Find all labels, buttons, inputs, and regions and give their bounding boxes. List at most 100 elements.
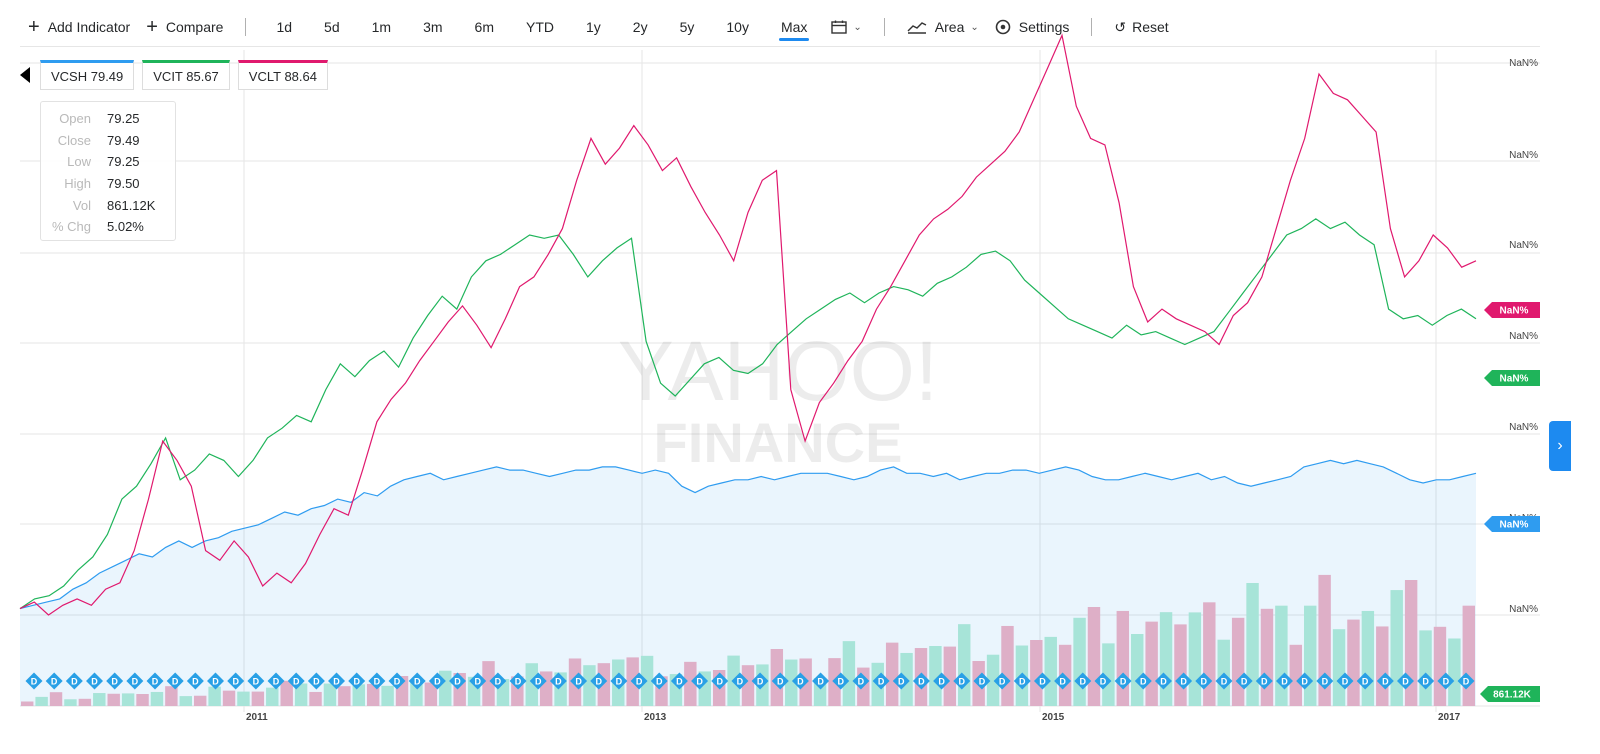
add-indicator-button[interactable]: + Add Indicator [20,9,138,45]
dividend-marker-label: D [31,677,38,687]
dividend-marker[interactable] [912,672,930,690]
dividend-marker[interactable] [549,672,567,690]
volume-bar [309,691,322,706]
range-button-5y[interactable]: 5y [679,19,695,35]
dividend-marker[interactable] [812,672,830,690]
collapse-legend-icon[interactable] [20,67,30,83]
y-tick-label: NaN% [1509,422,1538,433]
dividend-marker[interactable] [1215,672,1233,690]
y-tick-label: NaN% [1509,58,1538,69]
series-line-vclt[interactable] [19,33,1477,616]
dividend-marker[interactable] [973,672,991,690]
ohlc-panel: Open 79.25 Close 79.49 Low 79.25 High 79.50 Vol 8… [40,101,176,241]
dividend-marker[interactable] [1457,672,1475,690]
dividend-marker[interactable] [408,672,426,690]
area-chart-icon [907,22,927,34]
range-button-max[interactable]: Max [765,9,823,45]
volume-bar [121,693,135,706]
dividend-marker[interactable] [892,672,910,690]
dividend-marker[interactable] [590,672,608,690]
range-button-6m[interactable]: 6m [474,19,494,35]
volume-bar [1289,644,1303,706]
dividend-marker-label: D [696,677,703,687]
dividend-marker[interactable] [872,672,890,690]
dividend-marker[interactable] [610,672,628,690]
dividend-marker[interactable] [529,672,547,690]
range-button-3m[interactable]: 3m [423,19,443,35]
compare-button[interactable]: + Compare [138,9,231,45]
range-button-1m[interactable]: 1m [371,19,392,35]
expand-panel-button[interactable]: › [1549,421,1571,471]
y-tick-label: NaN% [1509,604,1538,615]
x-tick-label: 2013 [644,712,667,723]
dividend-marker[interactable] [1316,672,1334,690]
volume-bar [1419,630,1432,706]
reset-button[interactable]: ↺ Reset [1106,9,1176,45]
volume-bar [1332,629,1346,706]
dividend-marker[interactable] [1033,672,1051,690]
dividend-marker[interactable] [852,672,870,690]
dividend-marker[interactable] [670,672,688,690]
legend-chip[interactable]: VCIT 85.67 [142,60,230,90]
dividend-marker[interactable] [630,672,648,690]
dividend-marker-label: D [575,677,582,687]
volume-bar [381,685,394,706]
dividend-marker-label: D [1100,677,1107,687]
dividend-marker[interactable] [247,672,265,690]
dividend-marker[interactable] [368,672,386,690]
dividend-marker[interactable] [449,672,467,690]
dividend-marker[interactable] [1255,672,1273,690]
dividend-marker[interactable] [509,672,527,690]
volume-bar [842,641,856,706]
series-line-vcsh[interactable] [19,459,1477,610]
volume-bar [78,698,92,706]
volume-bar [208,686,221,706]
ohlc-label: Close [57,132,91,148]
dividend-marker[interactable] [1336,672,1354,690]
ohlc-label: Open [59,111,91,127]
dividend-marker[interactable] [1134,672,1152,690]
series-line-vcit[interactable] [19,218,1477,610]
dividend-marker[interactable] [953,672,971,690]
dividend-marker[interactable] [1275,672,1293,690]
dividend-marker-label: D [1301,677,1308,687]
dividend-marker[interactable] [328,672,346,690]
dividend-marker-label: D [1221,677,1228,687]
range-button-1y[interactable]: 1y [585,19,601,35]
range-button-ytd[interactable]: YTD [525,19,554,35]
dividend-marker[interactable] [1376,672,1394,690]
dividend-marker-label: D [1241,677,1248,687]
volume-bar [583,665,596,706]
chart-type-button[interactable]: Area ⌄ [899,9,987,45]
y-tick-label: NaN% [1509,150,1538,161]
range-button-2y[interactable]: 2y [632,19,648,35]
dividend-marker[interactable] [1195,672,1213,690]
dividend-marker[interactable] [1094,672,1112,690]
dividend-marker[interactable] [1074,672,1092,690]
range-button-1d[interactable]: 1d [276,19,293,35]
dividend-marker-label: D [152,677,159,687]
settings-button[interactable]: Settings [987,9,1078,45]
dividend-marker[interactable] [489,672,507,690]
date-range-picker-button[interactable]: ⌄ [823,9,869,45]
volume-bar [323,683,337,706]
legend-chip[interactable]: VCSH 79.49 [40,60,135,90]
dividend-marker[interactable] [1154,672,1172,690]
range-button-5d[interactable]: 5d [324,19,340,35]
dividend-marker-label: D [898,677,905,687]
range-button-10y[interactable]: 10y [726,19,749,35]
dividend-marker[interactable] [570,672,588,690]
ohlc-row: High 79.50 [41,173,175,195]
dividend-marker-label: D [1362,677,1369,687]
dividend-marker[interactable] [45,672,63,690]
dividend-marker[interactable] [933,672,951,690]
x-tick-label: 2011 [246,712,268,723]
volume-bar [482,661,495,706]
dividend-marker[interactable] [1397,672,1414,690]
dividend-marker[interactable] [25,672,43,690]
dividend-marker[interactable] [348,672,366,690]
dividend-marker[interactable] [1054,672,1072,690]
volume-bar [1390,590,1403,706]
legend-chip[interactable]: VCLT 88.64 [237,60,328,90]
